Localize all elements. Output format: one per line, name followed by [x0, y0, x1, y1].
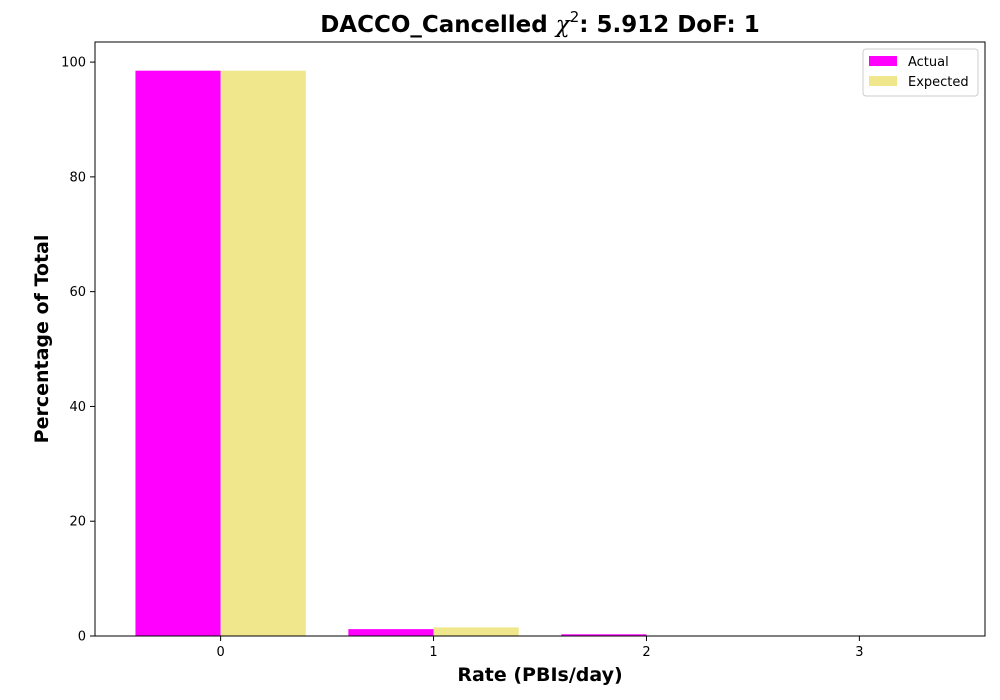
x-axis-ticks: 0 1 2 3 — [216, 636, 864, 660]
bars-group — [135, 70, 647, 636]
legend-label-expected: Expected — [908, 75, 969, 90]
plot-frame — [94, 41, 986, 637]
chart-title-suffix: : 5.912 DoF: 1 — [579, 12, 760, 38]
bar-expected-1 — [433, 627, 519, 636]
x-tick-label: 1 — [429, 645, 437, 660]
chart-title: DACCO_Cancelled χ2: 5.912 DoF: 1 — [320, 8, 760, 38]
y-axis-ticks: 0 20 40 60 80 100 — [61, 56, 95, 645]
x-tick-label: 2 — [642, 645, 650, 660]
x-tick-label: 3 — [855, 645, 863, 660]
x-axis-label: Rate (PBIs/day) — [457, 664, 622, 686]
bar-actual-0 — [135, 70, 221, 636]
legend-label-actual: Actual — [908, 55, 949, 70]
legend-entries: Actual Expected — [869, 55, 969, 90]
bar-expected-0 — [220, 70, 306, 636]
bar-actual-2 — [561, 634, 647, 636]
y-tick-label: 20 — [69, 515, 86, 530]
bar-actual-1 — [348, 629, 434, 636]
legend-swatch-actual — [869, 56, 897, 66]
y-tick-label: 100 — [61, 56, 86, 71]
y-tick-label: 60 — [69, 285, 86, 300]
y-axis-label: Percentage of Total — [31, 235, 53, 444]
x-tick-label: 0 — [216, 645, 224, 660]
chart-title-superscript: 2 — [570, 8, 580, 26]
chart-title-chi-symbol: χ — [554, 12, 572, 38]
y-tick-label: 80 — [69, 170, 86, 185]
chart-title-prefix: DACCO_Cancelled — [320, 12, 556, 38]
legend-swatch-expected — [869, 76, 897, 86]
plot-area — [94, 41, 986, 637]
y-tick-label: 0 — [78, 630, 86, 645]
legend: Actual Expected — [862, 48, 979, 97]
y-tick-label: 40 — [69, 400, 86, 415]
